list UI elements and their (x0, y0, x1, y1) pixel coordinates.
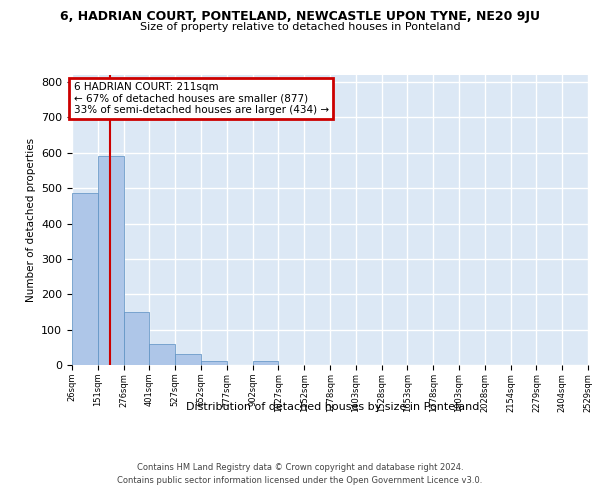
Text: Contains public sector information licensed under the Open Government Licence v3: Contains public sector information licen… (118, 476, 482, 485)
Y-axis label: Number of detached properties: Number of detached properties (26, 138, 35, 302)
Text: 6 HADRIAN COURT: 211sqm
← 67% of detached houses are smaller (877)
33% of semi-d: 6 HADRIAN COURT: 211sqm ← 67% of detache… (74, 82, 329, 116)
Text: 6, HADRIAN COURT, PONTELAND, NEWCASTLE UPON TYNE, NE20 9JU: 6, HADRIAN COURT, PONTELAND, NEWCASTLE U… (60, 10, 540, 23)
Text: Size of property relative to detached houses in Ponteland: Size of property relative to detached ho… (140, 22, 460, 32)
Text: Distribution of detached houses by size in Ponteland: Distribution of detached houses by size … (187, 402, 479, 412)
Bar (201, 362, 227, 365)
Text: Contains HM Land Registry data © Crown copyright and database right 2024.: Contains HM Land Registry data © Crown c… (137, 464, 463, 472)
Bar (98, 156, 124, 365)
Bar (149, 344, 175, 365)
Bar (72, 194, 98, 365)
Bar (253, 362, 278, 365)
Bar (124, 312, 149, 365)
Bar (175, 354, 201, 365)
